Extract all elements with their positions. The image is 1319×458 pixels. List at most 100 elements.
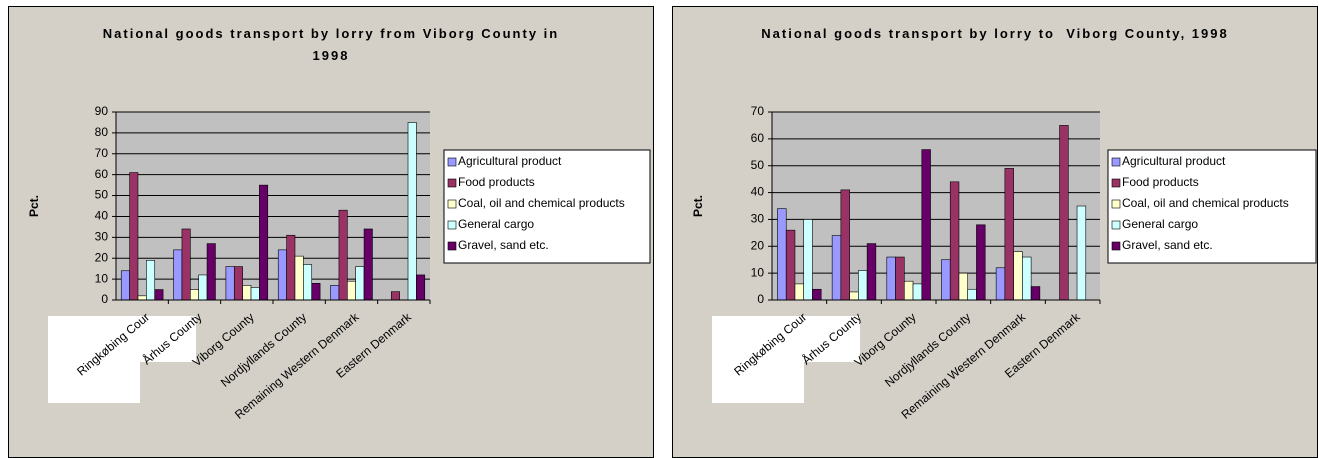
legend-swatch	[447, 220, 457, 230]
bar	[198, 274, 208, 301]
y-tick-label: 80	[95, 125, 109, 139]
bar	[154, 289, 164, 301]
chart-title: National goods transport by lorry from V…	[102, 26, 565, 63]
bar	[976, 224, 986, 301]
legend-label: Coal, oil and chemical products	[458, 196, 625, 210]
bar	[120, 270, 130, 301]
bar	[949, 181, 960, 301]
legend-label: General cargo	[1122, 217, 1198, 231]
bar	[390, 291, 400, 301]
bar	[967, 288, 977, 301]
y-tick-label: 70	[751, 104, 765, 118]
bar	[840, 189, 850, 301]
bar	[146, 260, 156, 301]
bar	[858, 270, 868, 301]
bar	[812, 288, 822, 301]
bar	[1022, 256, 1032, 301]
bar	[803, 219, 813, 301]
bar	[1059, 125, 1069, 301]
label-backdrop	[48, 316, 196, 403]
bar	[242, 285, 252, 301]
bar	[206, 243, 216, 301]
legend-swatch	[447, 199, 457, 209]
bar	[777, 208, 787, 301]
bar	[190, 289, 199, 301]
bar	[1030, 286, 1041, 301]
bar	[330, 285, 340, 301]
y-tick-label: 30	[751, 212, 765, 226]
legend-swatch	[1111, 220, 1121, 230]
y-tick-label: 60	[751, 131, 765, 145]
bar	[407, 122, 417, 301]
bar	[416, 274, 426, 301]
y-tick-label: 40	[95, 209, 109, 223]
bar	[259, 184, 269, 301]
bar	[355, 266, 365, 301]
legend-label: Coal, oil and chemical products	[1122, 196, 1289, 210]
bar	[338, 209, 348, 301]
y-tick-label: 0	[101, 292, 108, 306]
y-tick-label: 90	[95, 104, 109, 118]
bar	[250, 287, 260, 301]
bar	[794, 283, 805, 301]
legend-label: Food products	[1122, 175, 1199, 189]
bar	[903, 280, 914, 301]
bar	[995, 267, 1006, 301]
legend	[443, 149, 651, 264]
y-axis-label: Pct.	[691, 195, 705, 217]
legend-swatch	[1111, 199, 1121, 209]
bar	[921, 149, 931, 301]
bar	[849, 291, 859, 301]
legend-label: Agricultural product	[458, 154, 562, 168]
bar	[958, 272, 969, 301]
y-tick-label: 10	[95, 271, 109, 285]
bar	[941, 259, 951, 301]
bar	[294, 255, 304, 301]
legend-swatch	[447, 178, 457, 188]
y-tick-label: 0	[757, 292, 764, 306]
bar	[785, 229, 796, 301]
y-tick-label: 60	[95, 167, 109, 181]
bar	[1013, 251, 1023, 301]
legend-label: Gravel, sand etc.	[1122, 238, 1213, 252]
plot-area	[772, 112, 1100, 300]
bar	[886, 256, 896, 301]
legend-swatch	[447, 241, 457, 251]
bar	[895, 256, 905, 301]
legend-label: Gravel, sand etc.	[458, 238, 549, 252]
y-axis-label: Pct.	[27, 195, 41, 217]
legend	[1107, 149, 1317, 264]
x-tick-label: Nordjyllands County	[218, 310, 309, 390]
bar	[311, 282, 321, 301]
legend-swatch	[1111, 178, 1121, 188]
bar	[303, 264, 313, 301]
y-tick-label: 20	[95, 250, 109, 264]
y-tick-label: 40	[751, 185, 765, 199]
bar	[173, 249, 183, 301]
legend-swatch	[1111, 157, 1121, 167]
bar	[1076, 205, 1087, 301]
legend-label: Agricultural product	[1122, 154, 1226, 168]
y-tick-label: 20	[751, 238, 765, 252]
legend-swatch	[447, 157, 457, 167]
legend-label: Food products	[458, 175, 535, 189]
label-backdrop	[712, 316, 860, 403]
bar	[1004, 168, 1014, 301]
bar	[831, 235, 842, 301]
y-tick-label: 50	[751, 158, 765, 172]
y-tick-label: 10	[751, 265, 765, 279]
bar	[912, 283, 923, 301]
bar	[286, 234, 296, 301]
bar	[363, 228, 373, 301]
bar	[233, 266, 243, 301]
bar	[347, 280, 356, 301]
bar	[277, 249, 287, 301]
y-tick-label: 70	[95, 146, 109, 160]
bar	[866, 243, 877, 301]
plot-area	[116, 112, 430, 300]
bar	[181, 228, 191, 301]
bar	[137, 295, 147, 301]
y-tick-label: 30	[95, 230, 109, 244]
